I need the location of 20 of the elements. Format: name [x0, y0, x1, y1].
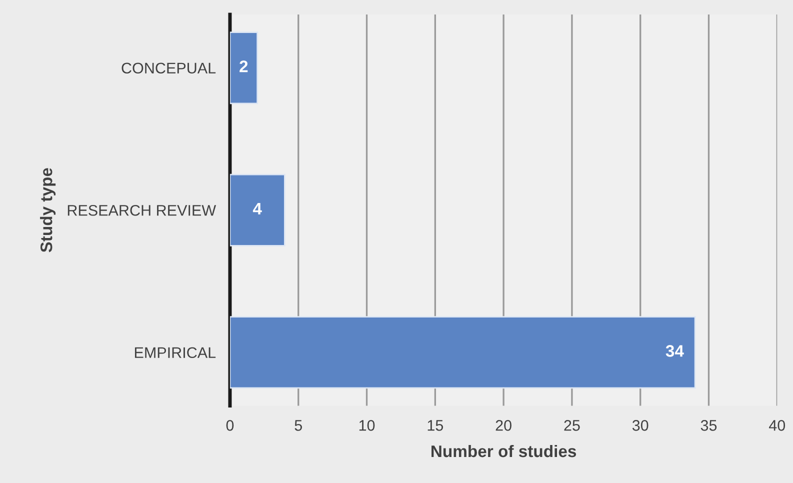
bar — [230, 174, 286, 246]
bar — [230, 32, 258, 104]
x-tick-label: 10 — [359, 420, 375, 431]
y-tick-label: RESEARCH REVIEW — [68, 204, 216, 216]
data-label: 4 — [252, 202, 262, 214]
x-tick-label: 40 — [768, 420, 786, 431]
y-axis-title: Study type — [40, 168, 56, 252]
data-label: 2 — [240, 60, 248, 72]
x-tick-label: 30 — [632, 420, 648, 431]
x-tick-label: 5 — [294, 420, 302, 431]
x-tick-label: 35 — [700, 420, 717, 431]
x-tick-label: 25 — [564, 420, 580, 431]
x-tick-label: 0 — [226, 420, 234, 431]
x-axis-title: Number of studies — [432, 444, 576, 458]
x-tick-label: 20 — [496, 420, 512, 431]
bar — [230, 316, 696, 389]
data-label: 34 — [666, 345, 684, 357]
y-tick-label: CONCEPUAL — [122, 62, 216, 74]
x-tick-label: 15 — [428, 420, 444, 431]
y-tick-label: EMPIRICAL — [134, 347, 216, 358]
